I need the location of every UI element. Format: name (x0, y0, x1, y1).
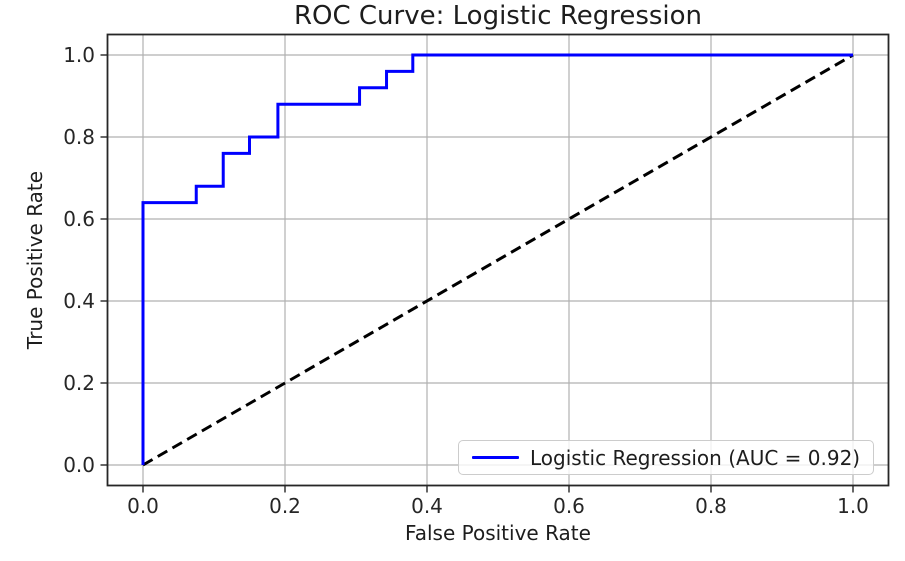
y-tick-label: 0.8 (63, 125, 95, 149)
y-tick-label: 0.0 (63, 453, 95, 477)
reference-diagonal-line (142, 53, 854, 467)
x-tick-label: 0.6 (553, 494, 585, 518)
x-tick-label: 0.8 (695, 494, 727, 518)
x-tick-label: 0.2 (269, 494, 301, 518)
y-tick-labels: 0.0 0.2 0.4 0.6 0.8 1.0 (50, 0, 95, 561)
y-tick-label: 0.6 (63, 207, 95, 231)
y-tick-label: 1.0 (63, 43, 95, 67)
roc-curve-line (141, 53, 853, 465)
chart-title: ROC Curve: Logistic Regression (293, 1, 703, 31)
legend: Logistic Regression (AUC = 0.92) (458, 440, 875, 475)
x-tick-labels: 0.0 0.2 0.4 0.6 0.8 1.0 (0, 494, 905, 518)
x-tick-label: 1.0 (837, 494, 869, 518)
x-axis-label: False Positive Rate (405, 521, 591, 545)
legend-label: Logistic Regression (AUC = 0.92) (530, 445, 861, 470)
y-tick-label: 0.4 (63, 289, 95, 313)
y-axis-label: True Positive Rate (23, 170, 47, 350)
legend-line-swatch (472, 456, 519, 459)
plot-border (106, 33, 890, 487)
x-tick-label: 0.0 (127, 494, 159, 518)
y-tick-label: 0.2 (63, 371, 95, 395)
x-tick-label: 0.4 (411, 494, 443, 518)
